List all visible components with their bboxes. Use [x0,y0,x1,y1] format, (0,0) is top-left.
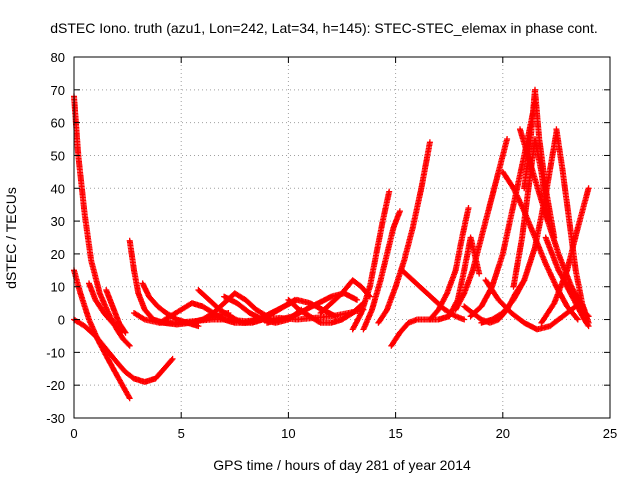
y-tick-label: 20 [51,247,65,262]
series-1 [71,267,133,402]
series-14 [285,296,367,326]
series-1-markers [71,267,133,402]
y-tick-label: 0 [58,313,65,328]
y-tick-label: -20 [46,378,65,393]
series-32 [553,126,592,326]
series-19-markers [388,313,453,349]
y-tick-label: 30 [51,214,65,229]
axis-ticks: 0 5 10 15 20 25 -30 -20 -10 0 10 20 30 40 50 60 70 80 [46,50,617,441]
y-tick-label: 50 [51,148,65,163]
series-17-markers [360,208,403,333]
y-tick-label: 60 [51,116,65,131]
series-21 [426,205,472,323]
grid-lines [74,57,610,418]
x-tick-label: 20 [496,426,510,441]
x-tick-label: 25 [603,426,617,441]
series-23-markers [452,136,511,313]
series-16-markers [349,188,393,333]
y-tick-label: 70 [51,83,65,98]
series-14-markers [285,296,367,326]
series-4-markers [103,287,129,336]
x-tick-label: 15 [388,426,402,441]
series-8 [156,300,249,326]
series-23 [452,136,511,313]
series-15 [317,277,373,316]
series-32-markers [553,126,592,326]
series-15-markers [317,277,373,316]
data-points [71,86,592,402]
series-21-markers [426,205,472,323]
series-18-markers [375,139,433,326]
series-17 [360,208,403,333]
series-30-markers [482,277,579,333]
series-8-markers [156,300,249,326]
series-16 [349,188,393,333]
y-tick-label: 40 [51,181,65,196]
y-tick-label: -10 [46,345,65,360]
x-axis-label: GPS time / hours of day 281 of year 2014 [213,457,471,473]
y-tick-label: 10 [51,280,65,295]
plot-frame [73,56,611,419]
series-3 [86,280,125,336]
x-tick-label: 0 [70,426,77,441]
series-19 [388,313,453,349]
series-4 [103,287,129,336]
series-30 [482,277,579,333]
series-18 [375,139,433,326]
series-3-markers [86,280,125,336]
series-35 [564,283,592,330]
series-35-markers [564,283,592,330]
x-tick-label: 10 [281,426,295,441]
chart-title: dSTEC Iono. truth (azu1, Lon=242, Lat=34… [50,20,597,36]
x-tick-label: 5 [178,426,185,441]
y-tick-label: 80 [51,50,65,65]
y-axis-label: dSTEC / TECUs [3,187,19,289]
y-tick-label: -30 [46,411,65,426]
